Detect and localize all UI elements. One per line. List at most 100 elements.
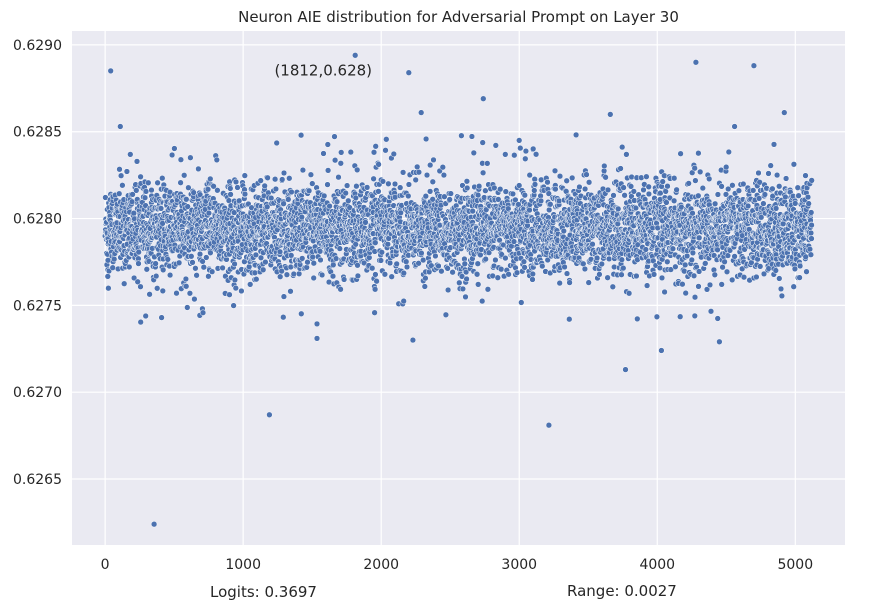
data-point — [253, 276, 259, 282]
data-point — [448, 191, 454, 197]
data-point — [138, 319, 144, 325]
data-point — [338, 160, 344, 166]
data-point — [159, 175, 165, 181]
data-point — [660, 179, 666, 185]
data-point — [503, 255, 509, 261]
data-point — [154, 285, 160, 291]
data-point — [557, 173, 563, 179]
data-point — [281, 201, 287, 207]
data-point — [584, 172, 590, 178]
data-point — [382, 271, 388, 277]
data-point — [523, 148, 529, 154]
data-point — [603, 174, 609, 180]
data-point — [766, 171, 772, 177]
data-point — [196, 166, 202, 172]
data-point — [527, 172, 533, 178]
data-point — [483, 188, 489, 194]
data-point — [423, 275, 429, 281]
data-point — [228, 192, 234, 198]
data-point — [277, 249, 283, 255]
data-point — [239, 288, 245, 294]
data-point — [296, 271, 302, 277]
data-point — [552, 168, 558, 174]
data-point — [143, 189, 149, 195]
data-point — [582, 266, 588, 272]
data-point — [345, 198, 351, 204]
data-point — [476, 183, 482, 189]
data-point — [484, 161, 490, 167]
data-point — [590, 241, 596, 247]
data-point — [247, 282, 253, 288]
data-point — [557, 280, 563, 286]
data-point — [522, 192, 528, 198]
data-point — [532, 176, 538, 182]
data-point — [274, 140, 280, 146]
data-point — [783, 194, 789, 200]
data-point — [401, 270, 407, 276]
data-point — [332, 157, 338, 163]
data-point — [159, 315, 165, 321]
data-point — [706, 176, 712, 182]
data-point — [654, 314, 660, 320]
data-point — [480, 170, 486, 176]
data-point — [573, 132, 579, 138]
data-point — [394, 261, 400, 267]
data-point — [231, 303, 237, 309]
data-point — [479, 298, 485, 304]
data-point — [493, 257, 499, 263]
data-point — [530, 146, 536, 152]
data-point — [771, 142, 777, 148]
data-point — [392, 181, 398, 187]
data-point — [690, 210, 696, 216]
data-point — [355, 273, 361, 279]
data-point — [671, 175, 677, 181]
data-point — [678, 151, 684, 157]
data-point — [325, 142, 331, 148]
data-point — [203, 255, 209, 261]
data-point — [348, 149, 354, 155]
data-point — [197, 251, 203, 257]
data-point — [117, 166, 123, 172]
data-point — [582, 186, 588, 192]
data-point — [325, 168, 331, 174]
data-point — [629, 174, 635, 180]
data-point — [715, 192, 721, 198]
data-point — [208, 250, 214, 256]
data-point — [566, 316, 572, 322]
data-point — [281, 170, 287, 176]
data-point — [606, 256, 612, 262]
data-point — [684, 253, 690, 259]
data-point — [155, 180, 161, 186]
data-point — [369, 265, 375, 271]
data-point — [321, 193, 327, 199]
data-point — [663, 189, 669, 195]
data-point — [561, 228, 567, 234]
data-point — [366, 255, 372, 261]
data-point — [308, 172, 314, 178]
data-point — [419, 250, 425, 256]
data-point — [416, 169, 422, 175]
data-point — [768, 163, 774, 169]
data-point — [445, 287, 451, 293]
data-point — [693, 178, 699, 184]
data-point — [754, 274, 760, 280]
data-point — [372, 310, 378, 316]
data-point — [260, 267, 266, 273]
data-point — [665, 183, 671, 189]
data-point — [634, 316, 640, 322]
data-point — [530, 277, 536, 283]
data-point — [495, 275, 501, 281]
data-point — [227, 292, 233, 298]
data-point — [289, 189, 295, 195]
data-point — [153, 261, 159, 267]
data-point — [183, 283, 189, 289]
data-point — [463, 294, 469, 300]
data-point — [599, 261, 605, 267]
data-point — [638, 175, 644, 181]
data-point — [413, 177, 419, 183]
data-point — [690, 250, 696, 256]
data-point — [440, 164, 446, 170]
data-point — [553, 186, 559, 192]
data-point — [644, 174, 650, 180]
data-point — [183, 196, 189, 202]
